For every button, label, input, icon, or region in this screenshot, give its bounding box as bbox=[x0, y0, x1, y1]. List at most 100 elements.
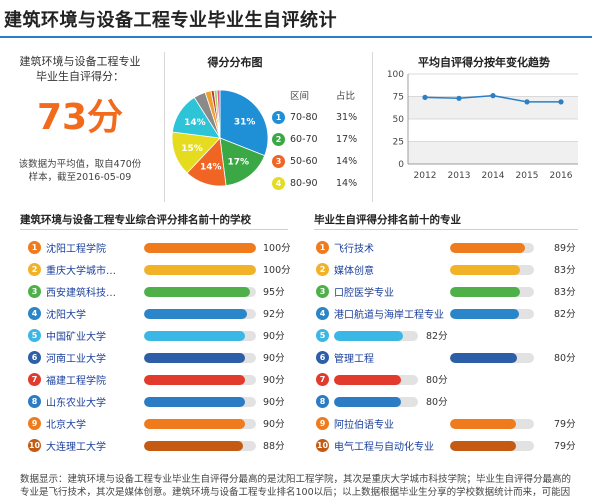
major-name-link[interactable]: 港口航道与海岸工程专业 bbox=[334, 310, 444, 321]
y-tick-label: 50 bbox=[393, 115, 405, 125]
pie-slice-label: 31% bbox=[234, 117, 256, 127]
score-label-line2: 毕业生自评得分： bbox=[36, 70, 124, 83]
legend-percent: 17% bbox=[336, 134, 358, 145]
school-name-link[interactable]: 河南工业大学 bbox=[46, 354, 106, 365]
schools-section-title: 建筑环境与设备工程专业综合评分排名前十的学校 bbox=[20, 214, 251, 226]
score-text: 80分 bbox=[426, 397, 448, 408]
rank-number-badge: 1 bbox=[316, 241, 329, 254]
score-bar-fill bbox=[144, 397, 245, 407]
legend-row: 2 60-70 17% bbox=[272, 132, 367, 150]
trend-point bbox=[490, 93, 496, 99]
major-name-link[interactable]: 媒体创意 bbox=[334, 266, 374, 277]
title-divider bbox=[0, 36, 592, 38]
school-name-link[interactable]: 中国矿业大学 bbox=[46, 332, 106, 343]
school-name-link[interactable]: 山东农业大学 bbox=[46, 398, 106, 409]
score-bar-track bbox=[334, 397, 418, 407]
y-tick-label: 75 bbox=[393, 93, 404, 103]
score-bar-fill bbox=[144, 441, 243, 451]
y-tick-label: 0 bbox=[398, 160, 404, 170]
legend-number-badge: 1 bbox=[272, 111, 285, 124]
legend-row: 3 50-60 14% bbox=[272, 154, 367, 172]
score-text: 83分 bbox=[554, 287, 576, 298]
x-tick-label: 2014 bbox=[482, 171, 505, 181]
rank-number-badge: 9 bbox=[316, 417, 329, 430]
major-rank-row: 5 82分 bbox=[316, 326, 580, 348]
school-name-link[interactable]: 西安建筑科技… bbox=[46, 288, 116, 299]
major-rank-row: 2 媒体创意 83分 bbox=[316, 260, 580, 282]
score-bar-track bbox=[144, 397, 256, 407]
rank-number-badge: 9 bbox=[28, 417, 41, 430]
grid-band bbox=[408, 141, 578, 164]
school-name-link[interactable]: 沈阳工程学院 bbox=[46, 244, 106, 255]
score-text: 83分 bbox=[554, 265, 576, 276]
major-rank-row: 10 电气工程与自动化专业 79分 bbox=[316, 436, 580, 458]
major-rank-row: 4 港口航道与海岸工程专业 82分 bbox=[316, 304, 580, 326]
score-text: 82分 bbox=[554, 309, 576, 320]
score-bar-fill bbox=[450, 309, 519, 319]
y-tick-label: 25 bbox=[393, 138, 404, 148]
school-name-link[interactable]: 北京大学 bbox=[46, 420, 86, 431]
score-text: 90分 bbox=[263, 375, 285, 386]
major-rank-row: 9 阿拉伯语专业 79分 bbox=[316, 414, 580, 436]
score-note-line1: 该数据为平均值，取自470份 bbox=[18, 159, 142, 170]
y-tick-label: 100 bbox=[387, 70, 404, 80]
score-bar-track bbox=[144, 375, 256, 385]
score-note-line2: 样本，截至2016-05-09 bbox=[28, 172, 132, 183]
rank-number-badge: 6 bbox=[28, 351, 41, 364]
school-rank-row: 10 大连理工大学 88分 bbox=[28, 436, 288, 458]
schools-section-divider bbox=[20, 229, 288, 230]
legend-range: 80-90 bbox=[290, 178, 318, 189]
legend-range: 70-80 bbox=[290, 112, 318, 123]
school-name-link[interactable]: 大连理工大学 bbox=[46, 442, 106, 453]
score-bar-track bbox=[144, 243, 256, 253]
pie-slice-label: 14% bbox=[200, 162, 222, 172]
legend-row: 1 70-80 31% bbox=[272, 110, 367, 128]
school-name-link[interactable]: 福建工程学院 bbox=[46, 376, 106, 387]
major-name-link[interactable]: 飞行技术 bbox=[334, 244, 374, 255]
rank-number-badge: 4 bbox=[28, 307, 41, 320]
score-bar-fill bbox=[450, 419, 517, 429]
major-name-link[interactable]: 管理工程 bbox=[334, 354, 374, 365]
footnote-text: 数据显示：建筑环境与设备工程专业毕业生自评得分最高的是沈阳工程学院，其次是重庆大… bbox=[20, 474, 572, 498]
score-bar-fill bbox=[144, 419, 245, 429]
score-bar-fill bbox=[144, 265, 256, 275]
school-rank-row: 6 河南工业大学 90分 bbox=[28, 348, 288, 370]
score-text: 90分 bbox=[263, 419, 285, 430]
distribution-title: 得分分布图 bbox=[207, 56, 263, 69]
legend-number-badge: 4 bbox=[272, 177, 285, 190]
x-tick-label: 2012 bbox=[414, 171, 437, 181]
pie-slice-label: 14% bbox=[184, 118, 206, 128]
score-label: 建筑环境与设备工程专业 毕业生自评得分： bbox=[0, 54, 160, 84]
pie-slice bbox=[219, 89, 269, 157]
score-text: 92分 bbox=[263, 309, 285, 320]
score-value: 73分 bbox=[36, 97, 124, 138]
legend-percent: 14% bbox=[336, 156, 358, 167]
legend-range: 50-60 bbox=[290, 156, 318, 167]
score-bar-track bbox=[144, 419, 256, 429]
page-title: 建筑环境与设备工程专业毕业生自评统计 bbox=[4, 10, 337, 31]
rank-number-badge: 7 bbox=[28, 373, 41, 386]
legend-range: 60-70 bbox=[290, 134, 318, 145]
school-name-link[interactable]: 沈阳大学 bbox=[46, 310, 86, 321]
major-name-link[interactable]: 电气工程与自动化专业 bbox=[334, 442, 434, 453]
school-name-link[interactable]: 重庆大学城市… bbox=[46, 266, 116, 277]
trend-point bbox=[524, 99, 530, 105]
distribution-pie-chart: 31% 17% 14% 15% 14% bbox=[171, 89, 269, 187]
major-name-link[interactable]: 口腔医学专业 bbox=[334, 288, 394, 299]
school-rank-row: 9 北京大学 90分 bbox=[28, 414, 288, 436]
rank-number-badge: 10 bbox=[28, 439, 41, 452]
x-tick-label: 2013 bbox=[448, 171, 471, 181]
legend-row: 4 80-90 14% bbox=[272, 176, 367, 194]
trend-point bbox=[456, 95, 462, 101]
major-rank-row: 6 管理工程 80分 bbox=[316, 348, 580, 370]
score-distribution-panel: 得分分布图 31% 17% 14% 15% 14% 区间 占比 1 70-80 31% … bbox=[170, 48, 370, 198]
rank-number-badge: 5 bbox=[316, 329, 329, 342]
pie-slice bbox=[216, 89, 221, 139]
rank-number-badge: 1 bbox=[28, 241, 41, 254]
score-bar-track bbox=[144, 441, 256, 451]
major-name-link[interactable]: 阿拉伯语专业 bbox=[334, 420, 394, 431]
score-bar-fill bbox=[144, 309, 248, 319]
score-bar-fill bbox=[450, 243, 525, 253]
school-rank-row: 2 重庆大学城市… 100分 bbox=[28, 260, 291, 282]
rank-number-badge: 2 bbox=[28, 263, 41, 276]
